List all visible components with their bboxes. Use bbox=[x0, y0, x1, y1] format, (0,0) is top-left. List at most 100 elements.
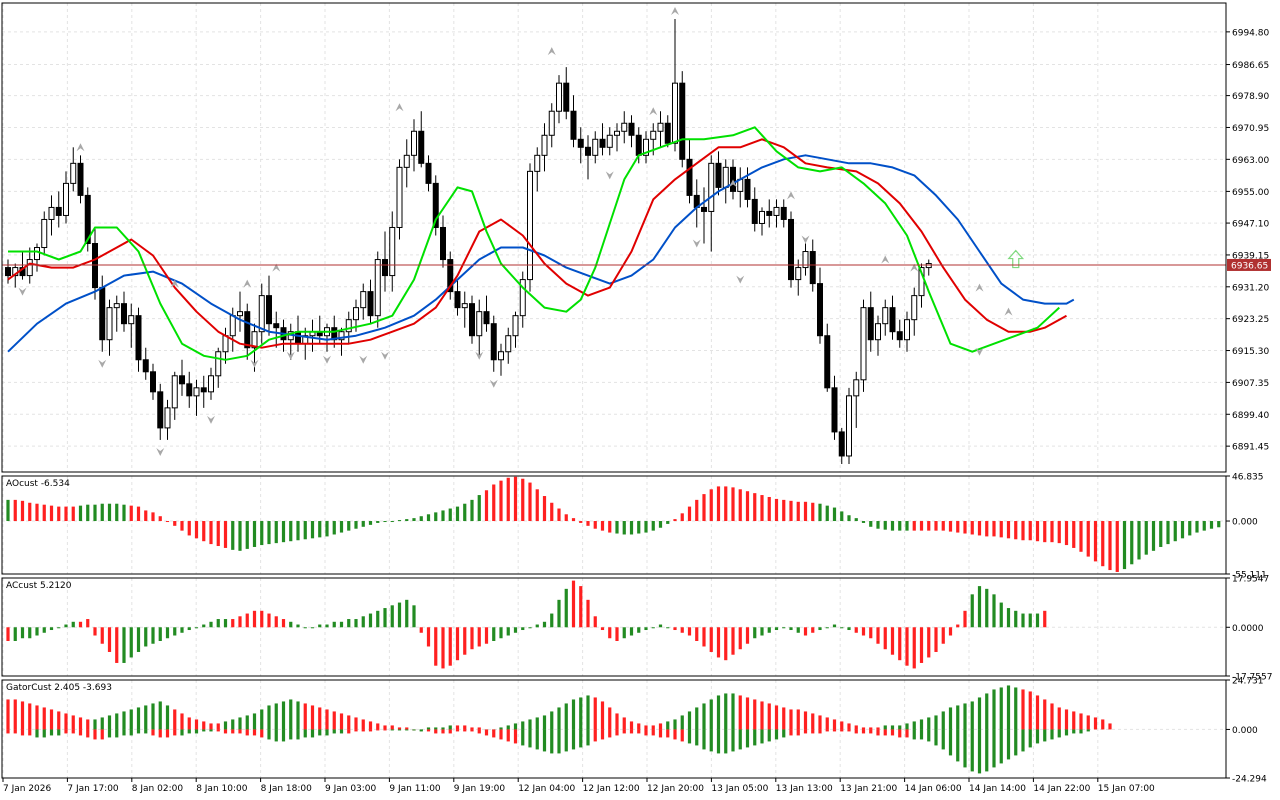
ac-bar bbox=[673, 627, 677, 631]
gator-bar bbox=[1021, 689, 1025, 730]
candle-body bbox=[229, 315, 236, 337]
ao-bar bbox=[883, 521, 887, 530]
ac-bar bbox=[760, 627, 764, 636]
ao-bar bbox=[999, 521, 1003, 538]
ac-bar bbox=[28, 627, 32, 639]
ac-bar bbox=[615, 627, 619, 641]
gator-bar bbox=[42, 707, 46, 730]
ao-bar bbox=[339, 521, 344, 533]
gator-bar bbox=[847, 729, 851, 732]
fractal-down-icon bbox=[692, 239, 701, 248]
ao-bar bbox=[818, 503, 822, 522]
ao-bar bbox=[477, 495, 481, 522]
gator-bar bbox=[368, 721, 373, 730]
ac-bar bbox=[216, 619, 220, 628]
fractal-up-icon bbox=[729, 179, 737, 188]
ac-bar bbox=[695, 627, 699, 641]
gator-bar bbox=[1079, 729, 1083, 734]
ao-panel[interactable] bbox=[1, 475, 1227, 575]
fractal-up-icon bbox=[910, 263, 919, 272]
gator-bar bbox=[448, 729, 452, 734]
ac-bar bbox=[948, 627, 953, 636]
gator-bar bbox=[194, 729, 199, 734]
ma-mid-line bbox=[7, 138, 1067, 349]
ac-bar bbox=[441, 627, 445, 669]
gator-bar bbox=[107, 729, 112, 738]
gator-bar bbox=[13, 699, 17, 730]
ac-bar bbox=[42, 627, 46, 633]
candle-body bbox=[63, 182, 69, 216]
gator-bar bbox=[1014, 729, 1018, 756]
gator-bar bbox=[267, 729, 271, 740]
gator-bar bbox=[687, 729, 692, 744]
gator-bar bbox=[49, 709, 54, 730]
ac-bar bbox=[93, 627, 97, 636]
gator-bar bbox=[854, 725, 858, 730]
candle-body bbox=[179, 375, 185, 385]
ac-bar bbox=[463, 627, 467, 655]
candle-body bbox=[113, 303, 120, 309]
ac-axis-label: -17.7557 bbox=[1232, 673, 1272, 683]
gator-bar bbox=[738, 695, 742, 730]
gator-bar bbox=[405, 727, 409, 730]
gator-bar bbox=[115, 713, 119, 730]
ac-bar bbox=[586, 599, 590, 628]
gator-bar bbox=[35, 729, 39, 738]
gator-bar bbox=[383, 729, 387, 731]
candle-body bbox=[338, 331, 345, 341]
gator-bar bbox=[209, 729, 213, 732]
ac-bar bbox=[144, 627, 148, 647]
candle-body bbox=[867, 307, 874, 341]
ac-bar bbox=[100, 627, 104, 644]
gator-bar bbox=[535, 729, 539, 750]
gator-bar bbox=[644, 729, 648, 736]
gator-bar bbox=[1086, 729, 1090, 732]
candle-body bbox=[200, 387, 207, 393]
ao-bar bbox=[861, 521, 866, 523]
time-axis-label: 14 Jan 06:00 bbox=[905, 784, 962, 794]
candle-body bbox=[570, 110, 577, 140]
gator-bar bbox=[1021, 729, 1025, 752]
price-panel[interactable] bbox=[1, 2, 1227, 473]
gator-bar bbox=[455, 725, 460, 730]
ac-bar bbox=[6, 627, 10, 641]
gator-bar bbox=[898, 729, 902, 738]
candle-body bbox=[447, 259, 454, 293]
ao-bar bbox=[426, 514, 431, 522]
ao-bar bbox=[187, 521, 191, 536]
gator-bar bbox=[100, 717, 104, 730]
gator-bar bbox=[296, 729, 300, 740]
gator-bar bbox=[1043, 729, 1047, 742]
ac-bar bbox=[811, 627, 815, 633]
ac-bar bbox=[1028, 613, 1032, 628]
gator-bar bbox=[890, 725, 895, 730]
candle-body bbox=[650, 130, 657, 140]
ac-bar bbox=[564, 588, 568, 628]
gator-bar bbox=[629, 729, 634, 734]
fractal-up-icon bbox=[76, 143, 85, 152]
ao-bar bbox=[376, 521, 380, 523]
ac-bar bbox=[658, 624, 663, 628]
gator-bar bbox=[767, 703, 771, 730]
fractal-up-icon bbox=[649, 107, 658, 116]
gator-bar bbox=[608, 729, 612, 738]
ac-bar bbox=[390, 605, 394, 628]
candle-body bbox=[295, 331, 301, 345]
price-axis-label: 6931.20 bbox=[1232, 283, 1269, 293]
candle-body bbox=[99, 287, 106, 341]
ao-bar bbox=[1166, 521, 1170, 545]
candle-body bbox=[512, 315, 519, 337]
gator-bar bbox=[57, 711, 61, 730]
ac-bar bbox=[354, 619, 358, 628]
ac-bar bbox=[890, 627, 895, 655]
gator-bar bbox=[144, 729, 148, 734]
ao-bar bbox=[361, 521, 365, 527]
candle-body bbox=[106, 307, 113, 341]
ao-bar bbox=[281, 521, 286, 543]
gator-bar bbox=[289, 699, 293, 730]
gator-bar bbox=[760, 729, 764, 744]
candle-body bbox=[193, 387, 200, 397]
gator-bar bbox=[825, 729, 829, 732]
fractal-down-icon bbox=[250, 359, 259, 368]
